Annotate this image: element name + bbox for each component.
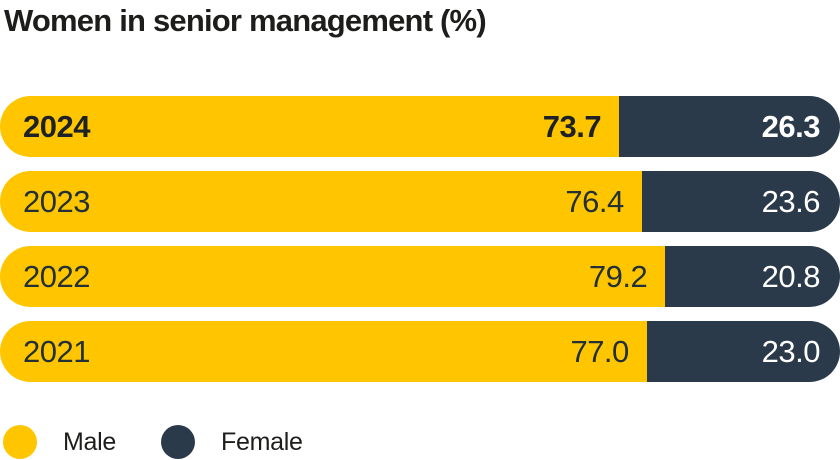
- female-segment-2021: 23.0: [646, 321, 840, 382]
- female-swatch-icon: [161, 425, 195, 459]
- legend-item-female: Female: [161, 425, 303, 459]
- year-label: 2022: [23, 258, 90, 294]
- male-value: 77.0: [570, 333, 629, 369]
- male-value: 76.4: [565, 183, 624, 219]
- male-value: 79.2: [588, 258, 648, 294]
- legend: Male Female: [3, 425, 840, 459]
- female-value: 20.8: [761, 258, 821, 294]
- legend-item-male: Male: [3, 425, 116, 459]
- legend-label-female: Female: [221, 427, 303, 456]
- male-swatch-icon: [3, 425, 37, 459]
- bar-group: 2024 73.7 26.3 2023 76.4 23.6 2022 79.2 …: [0, 96, 840, 382]
- legend-label-male: Male: [63, 427, 116, 456]
- female-value: 23.0: [761, 333, 821, 369]
- male-segment-2024: 2024 73.7: [0, 96, 620, 157]
- female-value: 26.3: [761, 108, 821, 144]
- bar-row-2024: 2024 73.7 26.3: [0, 96, 840, 157]
- female-segment-2023: 23.6: [641, 171, 840, 232]
- male-segment-2021: 2021 77.0: [0, 321, 647, 382]
- bar-row-2021: 2021 77.0 23.0: [0, 321, 840, 382]
- male-value: 73.7: [542, 108, 602, 144]
- male-segment-2023: 2023 76.4: [0, 171, 642, 232]
- bar-row-2022: 2022 79.2 20.8: [0, 246, 840, 307]
- female-segment-2024: 26.3: [619, 96, 840, 157]
- year-label: 2023: [23, 183, 90, 219]
- year-label: 2021: [23, 333, 90, 369]
- chart-title: Women in senior management (%): [4, 3, 487, 38]
- female-segment-2022: 20.8: [665, 246, 840, 307]
- bar-row-2023: 2023 76.4 23.6: [0, 171, 840, 232]
- male-segment-2022: 2022 79.2: [0, 246, 666, 307]
- female-value: 23.6: [761, 183, 821, 219]
- year-label: 2024: [23, 108, 90, 144]
